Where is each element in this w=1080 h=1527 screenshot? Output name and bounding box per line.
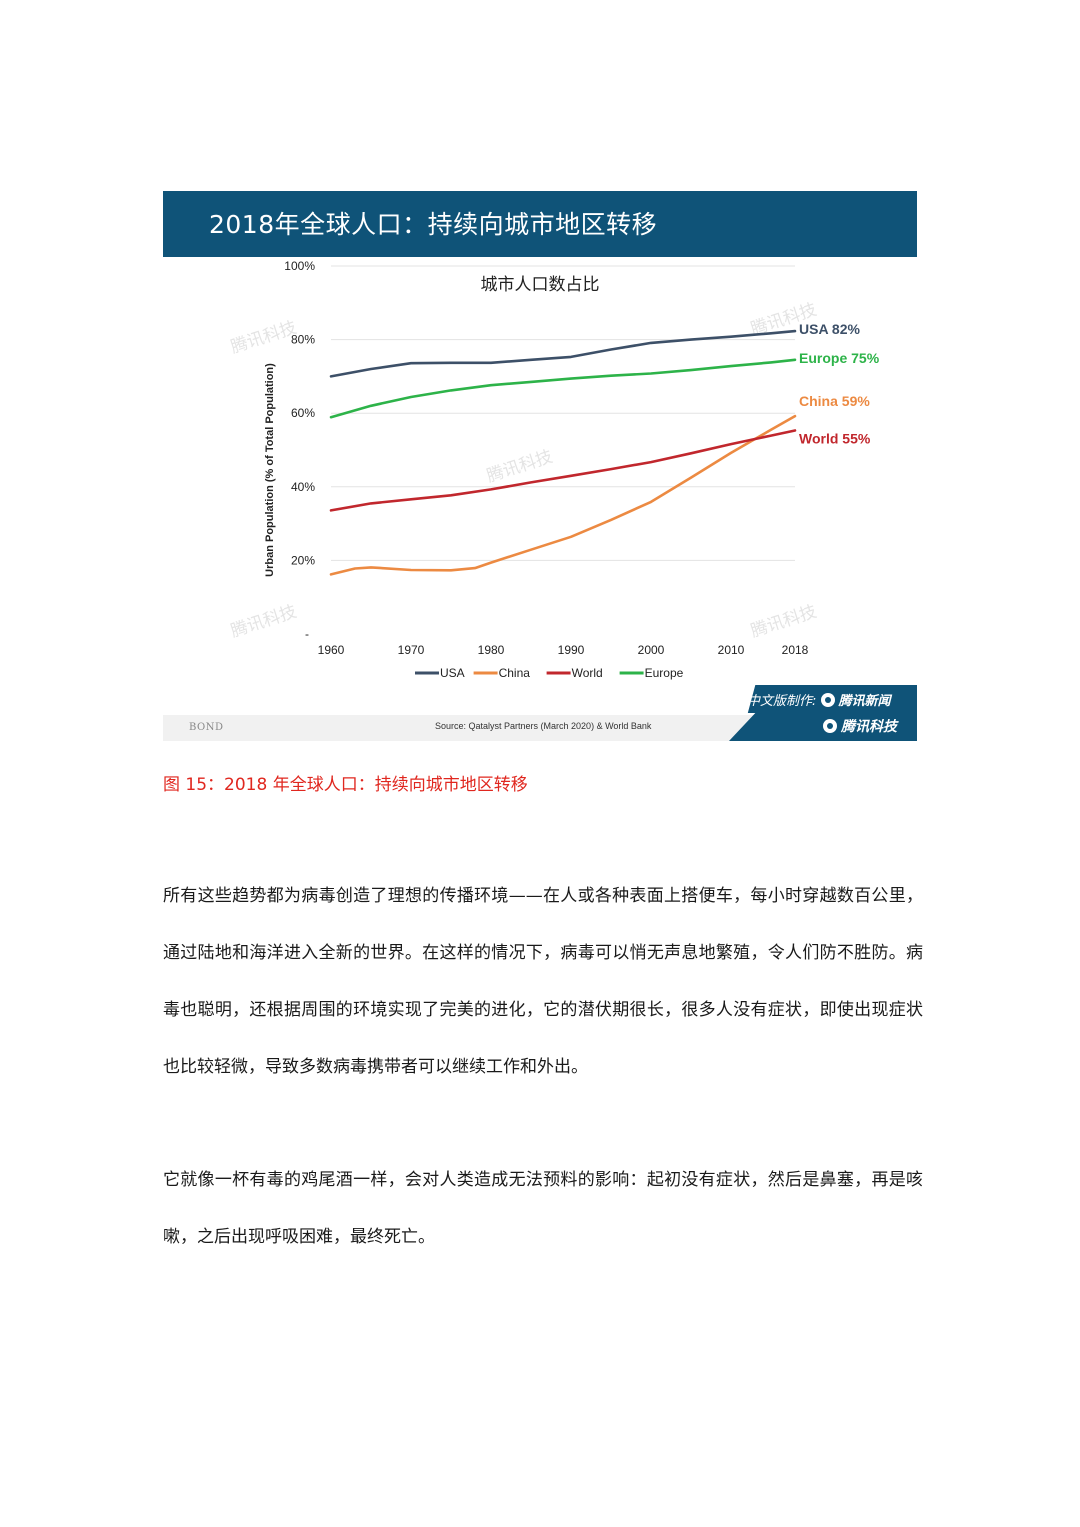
- credit-name-tech: 腾讯科技: [841, 719, 897, 735]
- credit-line-2: 腾讯科技: [823, 716, 897, 736]
- tencent-logo-icon: [823, 719, 837, 733]
- y-tick-label: 20%: [291, 553, 315, 567]
- x-tick-label: 1960: [318, 643, 345, 657]
- chart-figure: 2018年全球人口：持续向城市地区转移 腾讯科技 腾讯科技 腾讯科技 腾讯科技 腾讯科技…: [163, 191, 917, 741]
- series-end-label: USA 82%: [799, 321, 861, 337]
- figure-banner: 2018年全球人口：持续向城市地区转移: [163, 191, 917, 257]
- x-tick-label: 2018: [782, 643, 809, 657]
- series-end-label: China 59%: [799, 393, 870, 409]
- legend-label: USA: [440, 666, 465, 680]
- y-tick-label: 60%: [291, 406, 315, 420]
- y-axis-label: Urban Population (% of Total Population): [264, 363, 276, 577]
- x-tick-label: 2000: [638, 643, 665, 657]
- y-tick-label: 100%: [284, 259, 315, 273]
- body-paragraph: 所有这些趋势都为病毒创造了理想的传播环境——在人或各种表面上搭便车，每小时穿越数…: [163, 886, 923, 1077]
- watermark-text: 腾讯科技: [228, 318, 299, 358]
- legend-label: World: [572, 666, 603, 680]
- series-line-usa: [329, 329, 797, 378]
- series-end-label: World 55%: [799, 430, 871, 446]
- chart-title: 城市人口数占比: [481, 275, 600, 295]
- y-tick-label: 80%: [291, 333, 315, 347]
- body-paragraph: 它就像一杯有毒的鸡尾酒一样，会对人类造成无法预料的影响：起初没有症状，然后是鼻塞…: [163, 1170, 923, 1247]
- watermark-text: 腾讯科技: [748, 602, 819, 642]
- footer-brand: BOND: [189, 722, 224, 733]
- series-line-china: [329, 414, 797, 576]
- credit-prefix: 中文版制作:: [747, 694, 817, 709]
- x-tick-label: 2010: [718, 643, 745, 657]
- x-tick-label: 1980: [478, 643, 505, 657]
- legend-label: China: [499, 666, 531, 680]
- tencent-logo-icon: [820, 693, 835, 707]
- credit-line-1: 中文版制作: 腾讯新闻: [747, 690, 891, 709]
- credit-badge: 中文版制作: 腾讯新闻 腾讯科技: [729, 685, 917, 741]
- figure-caption: 图 15：2018 年全球人口：持续向城市地区转移: [163, 775, 528, 795]
- legend-label: Europe: [645, 666, 684, 680]
- banner-title: 2018年全球人口：持续向城市地区转移: [209, 210, 658, 239]
- source-note: Source: Qatalyst Partners (March 2020) &…: [435, 721, 652, 731]
- series-line-europe: [329, 358, 797, 419]
- watermark-text: 腾讯科技: [228, 602, 299, 642]
- credit-name-news: 腾讯新闻: [838, 694, 891, 709]
- x-tick-label: 1970: [398, 643, 425, 657]
- y-tick-label: 40%: [291, 480, 315, 494]
- y-tick-label: -: [305, 627, 309, 641]
- series-end-label: Europe 75%: [799, 350, 880, 366]
- series-line-world: [329, 429, 797, 512]
- x-tick-label: 1990: [558, 643, 585, 657]
